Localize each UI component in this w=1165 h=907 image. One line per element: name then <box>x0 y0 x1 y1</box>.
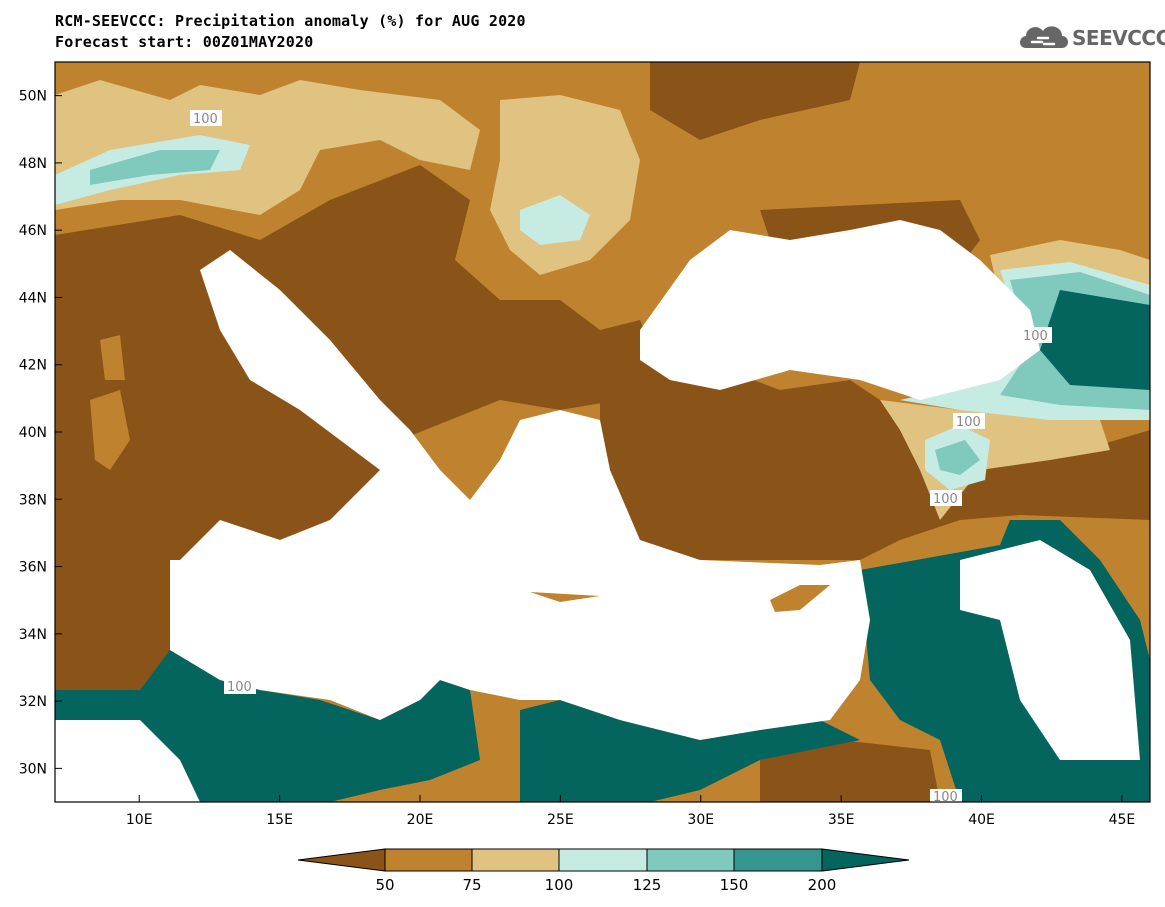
contour-label: 100 <box>956 415 981 430</box>
contour-label: 100 <box>933 790 958 805</box>
lon-tick-label: 40E <box>968 812 995 828</box>
lat-tick-label: 50N <box>19 89 47 105</box>
lat-tick-label: 38N <box>19 492 47 508</box>
lon-tick-label: 25E <box>547 812 574 828</box>
legend-swatch-50-75 <box>384 848 473 872</box>
lon-tick-label: 15E <box>266 812 293 828</box>
legend-swatch-above-200 <box>821 848 910 872</box>
legend-label: 50 <box>375 876 394 894</box>
map-field <box>55 62 1150 802</box>
anomaly-fill-100-125 <box>520 195 590 245</box>
anomaly-fill-125-150 <box>90 150 220 185</box>
longitude-axis: 10E 15E 20E 25E 30E 35E 40E 45E <box>126 795 1135 828</box>
legend-swatch-below-50 <box>297 848 386 872</box>
anomaly-fill-75-100 <box>55 80 480 215</box>
anomaly-fill-above-200 <box>1040 290 1150 390</box>
sardinia <box>90 390 130 470</box>
legend-swatch-125-150 <box>646 848 735 872</box>
legend-label: 75 <box>462 876 481 894</box>
lat-tick-label: 48N <box>19 156 47 172</box>
no-data-area <box>960 540 1140 760</box>
cyprus <box>770 585 830 612</box>
lon-tick-label: 35E <box>828 812 855 828</box>
legend-swatch-100-125 <box>558 848 648 872</box>
lon-tick-label: 45E <box>1109 812 1136 828</box>
contour-label: 100 <box>227 680 252 695</box>
contour-label: 100 <box>933 492 958 507</box>
lon-tick-label: 20E <box>407 812 434 828</box>
lat-tick-label: 42N <box>19 358 47 374</box>
legend-swatch-150-200 <box>733 848 823 872</box>
contour-label: 100 <box>1023 329 1048 344</box>
lat-tick-label: 36N <box>19 560 47 576</box>
anomaly-fill-above-200 <box>520 700 860 802</box>
black-sea <box>640 220 1040 400</box>
crete <box>530 592 600 602</box>
forecast-start-label: Forecast start: 00Z01MAY2020 <box>55 33 314 51</box>
mediterranean-sea <box>55 250 870 740</box>
contour-labels: 100 100 100 100 100 100 <box>190 110 1052 805</box>
legend-swatch-75-100 <box>471 848 560 872</box>
corsica <box>100 335 125 380</box>
contour-label: 100 <box>193 112 218 127</box>
anomaly-fill-below-50 <box>55 520 170 700</box>
lon-tick-label: 30E <box>687 812 714 828</box>
legend-label: 200 <box>808 876 837 894</box>
lat-tick-label: 46N <box>19 223 47 239</box>
latitude-axis: 50N 48N 46N 44N 42N 40N 38N 36N 34N 32N 30N <box>19 89 62 777</box>
no-data-area <box>55 720 200 802</box>
lat-tick-label: 40N <box>19 425 47 441</box>
legend-label: 150 <box>720 876 749 894</box>
anomaly-fill-125-150 <box>935 440 980 475</box>
lat-tick-label: 30N <box>19 761 47 777</box>
legend-label: 100 <box>545 876 574 894</box>
seevccc-logo: SEEVCCC <box>1016 18 1165 58</box>
color-legend: 50 75 100 125 150 200 <box>297 848 910 894</box>
anomaly-fill-below-50 <box>650 62 860 140</box>
lat-tick-label: 34N <box>19 627 47 643</box>
anomaly-fill-below-50 <box>760 740 940 802</box>
cloud-icon <box>1020 26 1068 48</box>
lat-tick-label: 32N <box>19 694 47 710</box>
lat-tick-label: 44N <box>19 290 47 306</box>
legend-label: 125 <box>633 876 662 894</box>
lon-tick-label: 10E <box>126 812 153 828</box>
anomaly-fill-below-50 <box>600 360 1150 560</box>
anomaly-fill-below-50 <box>55 165 660 560</box>
logo-text: SEEVCCC <box>1072 26 1165 50</box>
map-title: RCM-SEEVCCC: Precipitation anomaly (%) f… <box>55 12 526 30</box>
